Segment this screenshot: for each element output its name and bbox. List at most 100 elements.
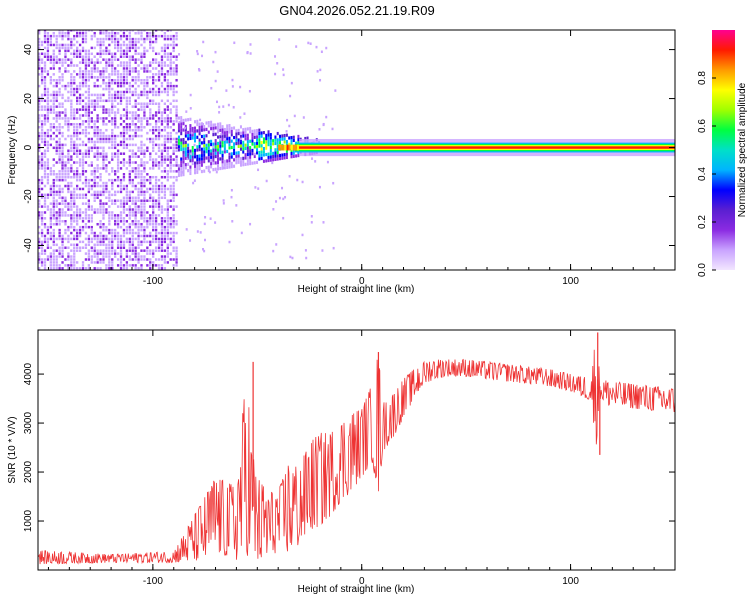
spectrogram-cell [87, 102, 91, 105]
spectrogram-cell [90, 120, 93, 123]
spectrogram-cell [125, 90, 129, 94]
spectrogram-cell [99, 73, 102, 76]
spectrogram-frame [37, 29, 676, 271]
spectrogram-cell [276, 154, 279, 158]
spectrogram-cell [131, 58, 134, 61]
spectrogram-cell [152, 249, 155, 252]
spectrogram-cell [128, 246, 131, 249]
spectrogram-cell [78, 225, 82, 229]
spectrogram-cell [154, 222, 158, 226]
spectrogram-cell [111, 111, 114, 114]
spectrogram-cell [64, 246, 67, 249]
spectrogram-cell [46, 128, 50, 132]
spectrogram-cell [131, 199, 134, 202]
spectrogram-cell [262, 159, 265, 163]
spectrogram-cell [46, 205, 50, 208]
spectrogram-cell [102, 225, 105, 229]
spectrogram-cell [102, 93, 105, 97]
spectrogram-cell [73, 193, 76, 197]
spectrogram-cell [122, 178, 126, 182]
spectrogram-cell [87, 181, 91, 185]
spectrogram-cell [137, 128, 140, 132]
spectrogram-cell [146, 190, 149, 194]
spectrogram-cell [160, 117, 164, 120]
spectrogram-cell [67, 240, 70, 244]
spectrogram-cell [49, 105, 52, 108]
spectrogram-cell [200, 128, 203, 132]
spectrogram-cell [212, 133, 215, 137]
spectrogram-cell [131, 78, 134, 82]
spectrogram-speck [214, 221, 217, 224]
spectrogram-cell [274, 141, 277, 146]
spectrogram-cell [40, 161, 44, 164]
spectrogram-cell [157, 231, 161, 235]
spectrogram-cell [163, 255, 167, 258]
spectrogram-cell [84, 149, 88, 153]
spectrogram-cell [38, 73, 41, 76]
spectrogram-cell [40, 108, 44, 111]
spectrogram-cell [73, 225, 76, 229]
spectrogram-cell [105, 255, 108, 258]
spectrogram-cell [78, 70, 82, 73]
snr-line [38, 349, 675, 565]
spectrogram-cell [205, 121, 208, 125]
spectrogram-cell [90, 246, 93, 249]
spectrogram-cell [122, 202, 126, 205]
spectrogram-cell [108, 134, 111, 138]
spectrogram-cell [119, 214, 123, 217]
spectrogram-cell [203, 169, 206, 173]
spectrogram-cell [43, 161, 47, 164]
spectrogram-cell [169, 37, 172, 41]
spectrogram-speck [227, 103, 230, 107]
spectrogram-cell [122, 220, 126, 223]
spectrogram-cell [87, 237, 91, 241]
carrier-line [288, 144, 291, 151]
spectrogram-cell [207, 165, 210, 169]
spectrogram-cell [111, 267, 114, 270]
spectrogram-cell [58, 128, 61, 132]
spectrogram-cell [166, 255, 169, 258]
spectrogram-cell [40, 175, 44, 179]
spectrogram-cell [64, 228, 67, 232]
spectrogram-cell [128, 43, 131, 47]
spectrogram-cell [160, 73, 164, 76]
spectrogram-cell [189, 149, 192, 153]
spectrogram-cell [134, 76, 137, 79]
spectrogram-cell [140, 78, 143, 82]
spectrogram-cell [122, 93, 126, 97]
spectrogram-cell [122, 128, 126, 132]
spectrogram-cell [111, 117, 114, 120]
spectrogram-cell [146, 173, 149, 176]
spectrogram-cell [140, 31, 143, 35]
spectrogram-cell [152, 76, 155, 79]
spectrogram-cell [99, 40, 102, 44]
spectrogram-cell [111, 214, 114, 217]
spectrogram-cell [64, 43, 67, 47]
spectrogram-cell [152, 99, 155, 103]
spectrogram-cell [182, 118, 185, 123]
snr-xlabel: Height of straight line (km) [298, 584, 415, 595]
spectrogram-cell [105, 181, 108, 185]
spectrogram-cell [175, 137, 178, 141]
spectrogram-cell [70, 205, 73, 208]
spectrogram-cell [55, 255, 58, 258]
spectrogram-cell [119, 246, 123, 249]
spectrogram-cell [228, 130, 231, 134]
spectrogram-cell [49, 258, 52, 261]
spectrogram-cell [58, 173, 61, 176]
spectrogram-cell [154, 67, 158, 70]
spectrogram-speck [257, 168, 260, 172]
spectrogram-cell [152, 234, 155, 238]
spectrogram-cell [105, 81, 108, 85]
spectrogram-cell [119, 217, 123, 220]
spectrogram-speck [285, 130, 288, 133]
spectrogram-cell [163, 117, 167, 120]
spectrogram-cell [49, 170, 52, 173]
spectrogram-cell [38, 243, 41, 247]
spectrogram-cell [137, 114, 140, 117]
spectrogram-cell [191, 149, 194, 153]
spectrogram-cell [90, 161, 93, 164]
spectrogram-cell [99, 134, 102, 138]
spectrogram-cell [152, 255, 155, 258]
